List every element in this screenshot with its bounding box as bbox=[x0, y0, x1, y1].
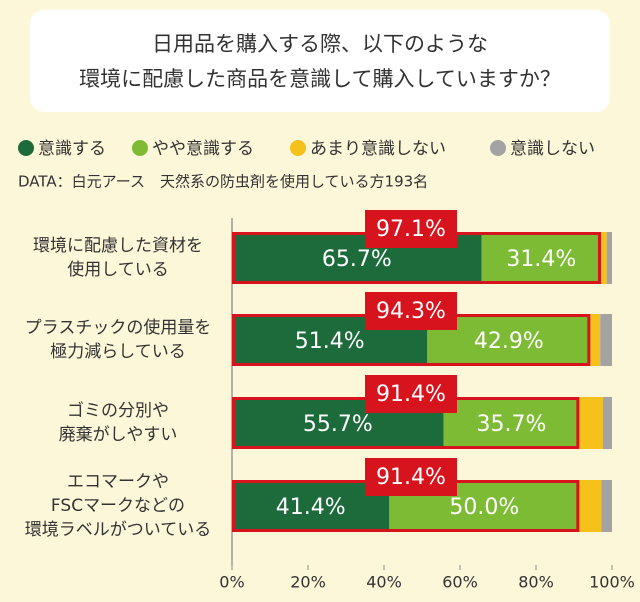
category-label: 使用している bbox=[67, 259, 169, 280]
value-label: 65.7% bbox=[322, 247, 392, 272]
legend-label: あまり意識しない bbox=[310, 139, 446, 159]
total-label-box bbox=[365, 292, 457, 330]
total-label: 94.3% bbox=[376, 299, 446, 324]
bar-segment bbox=[579, 480, 602, 532]
category-label: 環境に配慮した資材を bbox=[33, 236, 203, 256]
subtitle: DATA：白元アース 天然系の防虫剤を使用している方193名 bbox=[18, 173, 428, 191]
value-label: 50.0% bbox=[449, 495, 519, 520]
legend-label: 意識しない bbox=[510, 139, 595, 159]
legend-label: 意識する bbox=[38, 139, 106, 159]
x-tick-label: 60% bbox=[442, 573, 478, 592]
value-label: 51.4% bbox=[295, 329, 365, 354]
value-label: 55.7% bbox=[303, 412, 373, 437]
chart-title: 環境に配慮した商品を意識して購入していますか？ bbox=[79, 67, 561, 91]
x-tick-label: 40% bbox=[366, 573, 402, 592]
category-label: 廃棄がしやすい bbox=[59, 425, 178, 445]
bar-segment bbox=[481, 232, 601, 284]
legend-swatch bbox=[132, 140, 148, 156]
title-box bbox=[30, 10, 610, 112]
value-label: 41.4% bbox=[276, 495, 346, 520]
category-label: 極力減らしている bbox=[50, 342, 186, 362]
value-label: 35.7% bbox=[477, 412, 547, 437]
bar-segment bbox=[602, 397, 612, 449]
x-tick-label: 80% bbox=[518, 573, 554, 592]
x-tick-label: 100% bbox=[589, 573, 635, 592]
bar-segment bbox=[443, 397, 580, 449]
total-label: 97.1% bbox=[376, 217, 446, 242]
value-label: 31.4% bbox=[506, 247, 576, 272]
category-label: 環境ラベルがついている bbox=[25, 520, 212, 540]
bar-segment bbox=[600, 314, 612, 366]
x-tick-label: 0% bbox=[219, 573, 244, 592]
legend-swatch bbox=[490, 140, 506, 156]
legend-swatch bbox=[18, 140, 34, 156]
total-label-box bbox=[365, 210, 457, 248]
total-label: 91.4% bbox=[376, 465, 446, 490]
bar-segment bbox=[601, 480, 612, 532]
chart-title: 日用品を購入する際、以下のような bbox=[152, 32, 488, 56]
category-label: ゴミの分別や bbox=[67, 400, 169, 421]
category-label: FSCマークなどの bbox=[51, 496, 185, 516]
x-tick-label: 20% bbox=[290, 573, 326, 592]
total-label-box bbox=[365, 458, 457, 496]
legend-swatch bbox=[290, 140, 306, 156]
bar-segment bbox=[606, 232, 612, 284]
bar-segment bbox=[232, 480, 390, 532]
bar-segment bbox=[600, 232, 607, 284]
bar-segment bbox=[579, 397, 603, 449]
bar-segment bbox=[590, 314, 601, 366]
total-label-box bbox=[365, 375, 457, 413]
value-label: 42.9% bbox=[474, 329, 544, 354]
legend-label: やや意識する bbox=[152, 139, 254, 159]
total-label: 91.4% bbox=[376, 382, 446, 407]
category-label: プラスチックの使用量を bbox=[25, 317, 212, 338]
category-label: エコマークや bbox=[67, 472, 169, 492]
